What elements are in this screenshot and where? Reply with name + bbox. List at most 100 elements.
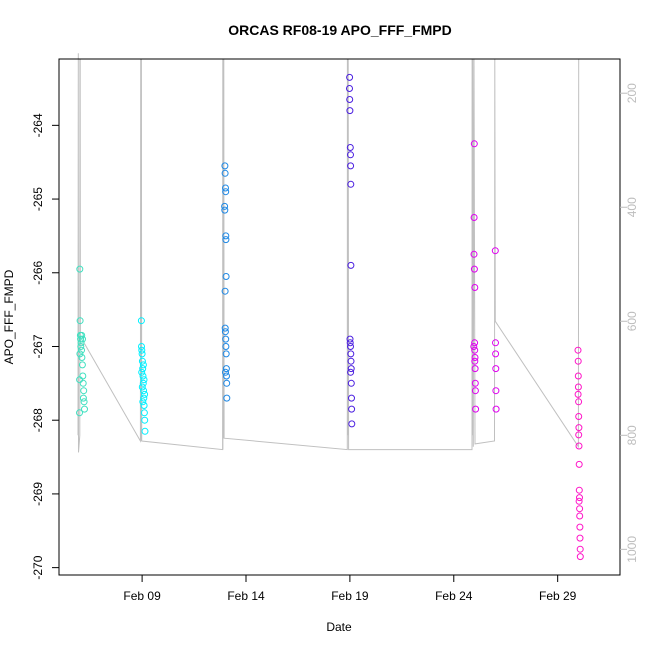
data-point — [491, 247, 499, 255]
x-tick-label: Feb 19 — [331, 589, 369, 603]
data-point — [76, 317, 84, 325]
data-point — [137, 317, 145, 325]
x-tick-label: Feb 29 — [539, 589, 577, 603]
data-point — [221, 162, 229, 170]
data-point — [141, 427, 149, 435]
data-point — [347, 180, 355, 188]
data-point — [222, 343, 230, 350]
data-point — [575, 424, 583, 432]
data-point — [347, 162, 355, 170]
data-point — [222, 236, 230, 244]
data-point — [576, 553, 584, 561]
data-point — [471, 365, 479, 373]
data-point — [223, 372, 230, 380]
data-point — [346, 107, 354, 115]
x-axis: Feb 09 Feb 14 Feb 19 Feb 24 Feb 29 — [123, 574, 577, 603]
data-point — [221, 202, 229, 210]
data-point — [76, 409, 83, 417]
data-point — [76, 265, 84, 273]
data-point — [471, 357, 479, 365]
data-point — [138, 343, 145, 350]
x-axis-label: Date — [326, 620, 352, 634]
data-point — [79, 335, 86, 343]
data-point — [223, 394, 231, 402]
data-point — [222, 184, 229, 192]
y-tick-label: -270 — [31, 555, 45, 579]
data-point — [138, 368, 146, 376]
data-point — [80, 398, 88, 406]
data-point — [140, 409, 148, 417]
data-point — [347, 368, 355, 376]
data-point — [574, 346, 582, 354]
data-point — [221, 328, 229, 336]
y-tick-label: -268 — [31, 408, 45, 432]
data-point — [221, 206, 229, 214]
data-point — [139, 365, 147, 373]
data-point — [346, 96, 354, 103]
series-1 — [76, 265, 88, 417]
data-point — [346, 85, 353, 92]
data-point — [77, 339, 85, 347]
data-point — [348, 420, 356, 428]
plot-frame — [58, 58, 621, 576]
data-point — [77, 343, 85, 350]
data-point — [77, 335, 85, 343]
data-point — [79, 394, 87, 402]
y2-tick-label: 1000 — [625, 536, 639, 563]
data-point — [346, 73, 354, 81]
data-point — [471, 346, 479, 354]
x-tick-label: Feb 09 — [123, 589, 161, 603]
data-point — [222, 232, 230, 240]
y2-tick-label: 200 — [625, 83, 639, 103]
data-point — [138, 383, 146, 391]
series-6 — [574, 346, 584, 561]
series-4 — [346, 73, 356, 428]
altitude-trace-line — [77, 53, 580, 453]
data-point — [347, 350, 355, 358]
data-point — [78, 331, 86, 339]
data-point — [492, 350, 500, 358]
data-point — [78, 354, 86, 361]
data-points-layer — [76, 73, 584, 561]
data-point — [222, 273, 230, 280]
series-2 — [137, 317, 149, 435]
data-point — [138, 357, 146, 365]
data-point — [576, 545, 584, 553]
data-point — [574, 372, 582, 380]
data-point — [576, 512, 584, 520]
y2-tick-label: 400 — [625, 197, 639, 217]
data-point — [347, 261, 355, 269]
data-point — [576, 523, 584, 531]
data-point — [139, 379, 147, 387]
data-point — [222, 368, 229, 376]
data-point — [222, 335, 230, 343]
data-point — [470, 343, 478, 350]
y-tick-label: -269 — [31, 482, 45, 506]
data-point — [141, 390, 149, 398]
data-point — [141, 416, 149, 424]
data-point — [470, 250, 478, 258]
y-tick-label: -267 — [31, 334, 45, 358]
data-point — [346, 144, 354, 151]
data-point — [140, 387, 148, 395]
chart-title: ORCAS RF08-19 APO_FFF_FMPD — [228, 22, 452, 38]
data-point — [470, 265, 478, 273]
data-point — [574, 390, 582, 398]
data-point — [221, 324, 229, 332]
data-point — [576, 494, 583, 502]
data-point — [347, 151, 354, 159]
x-tick-label: Feb 14 — [227, 589, 265, 603]
data-point — [576, 534, 584, 542]
data-point — [574, 383, 582, 391]
data-point — [575, 398, 583, 406]
data-point — [223, 379, 231, 387]
data-point — [470, 140, 478, 148]
data-point — [222, 365, 230, 373]
data-point — [347, 365, 355, 373]
data-point — [575, 497, 583, 505]
data-point — [492, 405, 500, 413]
data-point — [347, 343, 354, 350]
series-3 — [221, 162, 231, 402]
data-point — [471, 387, 479, 395]
